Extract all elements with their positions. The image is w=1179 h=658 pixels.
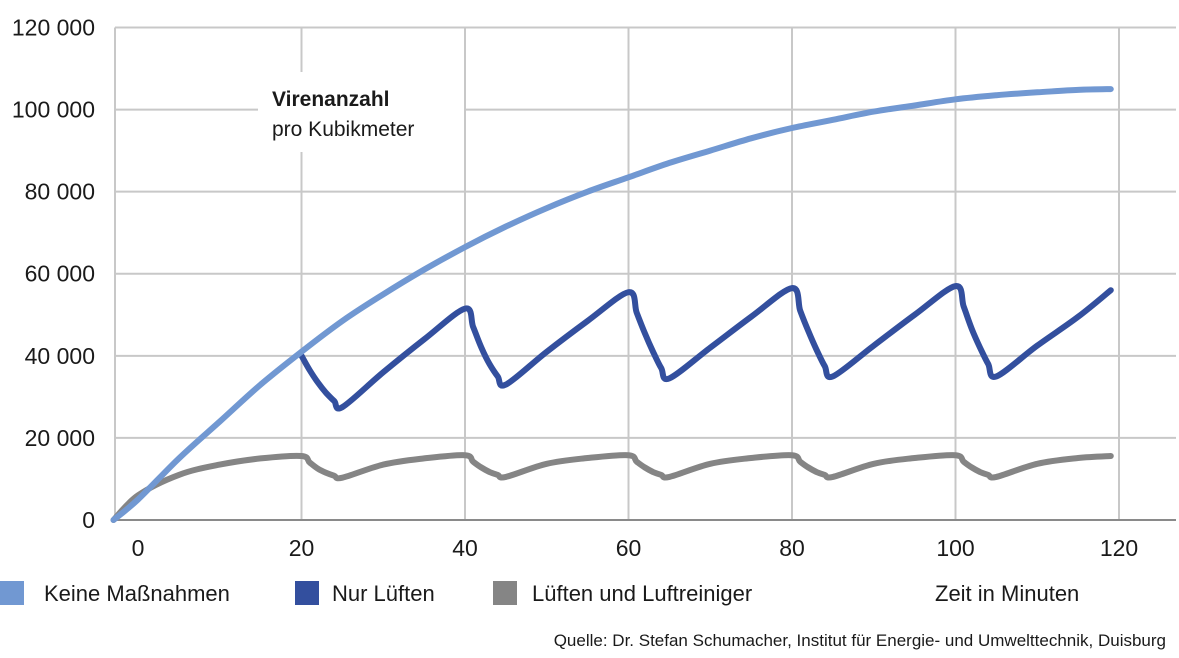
x-tick-label-60: 60 bbox=[616, 535, 642, 561]
chart-title: Virenanzahl bbox=[272, 88, 390, 111]
legend-swatch-keine-massnahmen bbox=[0, 581, 24, 605]
x-tick-label-120: 120 bbox=[1100, 535, 1138, 561]
x-tick-label-20: 20 bbox=[289, 535, 315, 561]
x-tick-label-80: 80 bbox=[779, 535, 805, 561]
x-tick-label-100: 100 bbox=[936, 535, 974, 561]
legend-label-keine-massnahmen: Keine Maßnahmen bbox=[44, 581, 230, 606]
y-axis-ticks: 0 20 000 40 000 60 000 80 000 100 000 120 000 bbox=[12, 14, 95, 533]
legend-label-lueften-und-luftreiniger: Lüften und Luftreiniger bbox=[532, 581, 752, 606]
chart-title-box bbox=[258, 72, 464, 152]
chart-subtitle: pro Kubikmeter bbox=[272, 118, 414, 141]
y-tick-label-60000: 60 000 bbox=[25, 261, 95, 287]
legend-swatch-nur-lueften bbox=[295, 581, 319, 605]
x-tick-label-40: 40 bbox=[452, 535, 478, 561]
grid bbox=[114, 26, 1176, 521]
y-tick-label-20000: 20 000 bbox=[25, 425, 95, 451]
series-line-nur-lueften bbox=[298, 283, 1114, 412]
x-tick-label-0: 0 bbox=[132, 535, 145, 561]
y-tick-label-0: 0 bbox=[82, 507, 95, 533]
series-line-keine-massnahmen bbox=[110, 86, 1114, 523]
source-note: Quelle: Dr. Stefan Schumacher, Institut … bbox=[554, 631, 1166, 650]
legend-swatch-lueften-und-luftreiniger bbox=[493, 581, 517, 605]
y-tick-label-80000: 80 000 bbox=[25, 179, 95, 205]
series bbox=[110, 86, 1114, 523]
y-tick-label-120000: 120 000 bbox=[12, 14, 95, 40]
y-tick-label-100000: 100 000 bbox=[12, 97, 95, 123]
legend-label-nur-lueften: Nur Lüften bbox=[332, 581, 435, 606]
y-tick-label-40000: 40 000 bbox=[25, 343, 95, 369]
x-axis-ticks: 0 20 40 60 80 100 120 bbox=[132, 535, 1139, 561]
x-axis-label: Zeit in Minuten bbox=[935, 581, 1079, 606]
series-line-lueften-und-luftreiniger bbox=[110, 452, 1114, 523]
legend: Keine Maßnahmen Nur Lüften Lüften und Lu… bbox=[0, 581, 1079, 606]
